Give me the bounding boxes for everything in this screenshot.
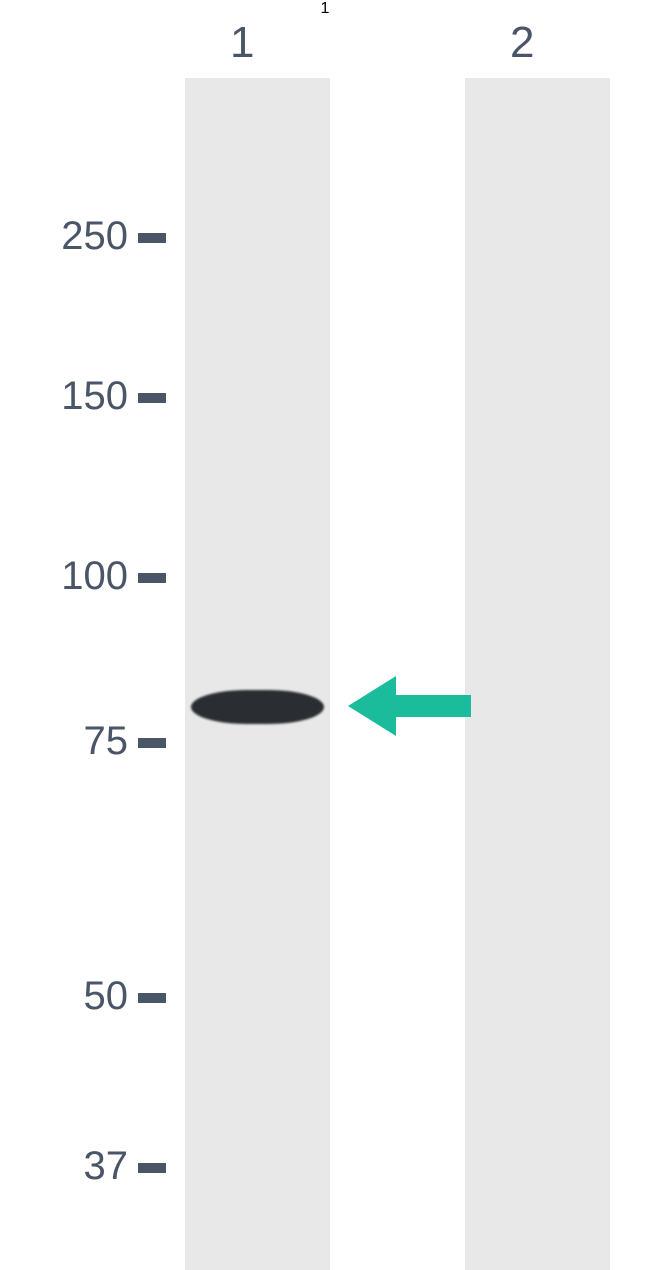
marker-tick-37 xyxy=(138,1163,166,1173)
arrow-shaft xyxy=(396,695,471,717)
marker-label-100: 100 xyxy=(61,554,128,599)
marker-tick-150 xyxy=(138,393,166,403)
lane-label-1: 1 xyxy=(0,0,650,18)
protein-band xyxy=(191,690,324,724)
marker-label-37: 37 xyxy=(84,1144,129,1189)
marker-label-250: 250 xyxy=(61,214,128,259)
arrow-head-icon xyxy=(348,676,396,736)
band-arrow xyxy=(348,676,471,736)
marker-tick-250 xyxy=(138,233,166,243)
blot-container: 1 250150100755037 12 xyxy=(0,0,650,1270)
lane-2 xyxy=(465,78,610,1270)
lane-label-1: 1 xyxy=(230,18,254,68)
marker-tick-100 xyxy=(138,573,166,583)
marker-tick-75 xyxy=(138,738,166,748)
lane-label-2: 2 xyxy=(510,18,534,68)
marker-tick-50 xyxy=(138,993,166,1003)
lane-1 xyxy=(185,78,330,1270)
marker-label-75: 75 xyxy=(84,719,129,764)
marker-label-150: 150 xyxy=(61,374,128,419)
marker-label-50: 50 xyxy=(84,974,129,1019)
